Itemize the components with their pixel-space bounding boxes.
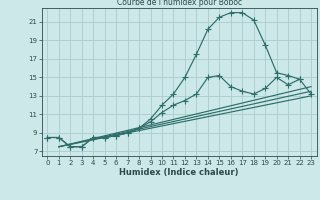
X-axis label: Humidex (Indice chaleur): Humidex (Indice chaleur) [119, 168, 239, 177]
Title: Courbe de l'humidex pour Boboc: Courbe de l'humidex pour Boboc [116, 0, 242, 7]
